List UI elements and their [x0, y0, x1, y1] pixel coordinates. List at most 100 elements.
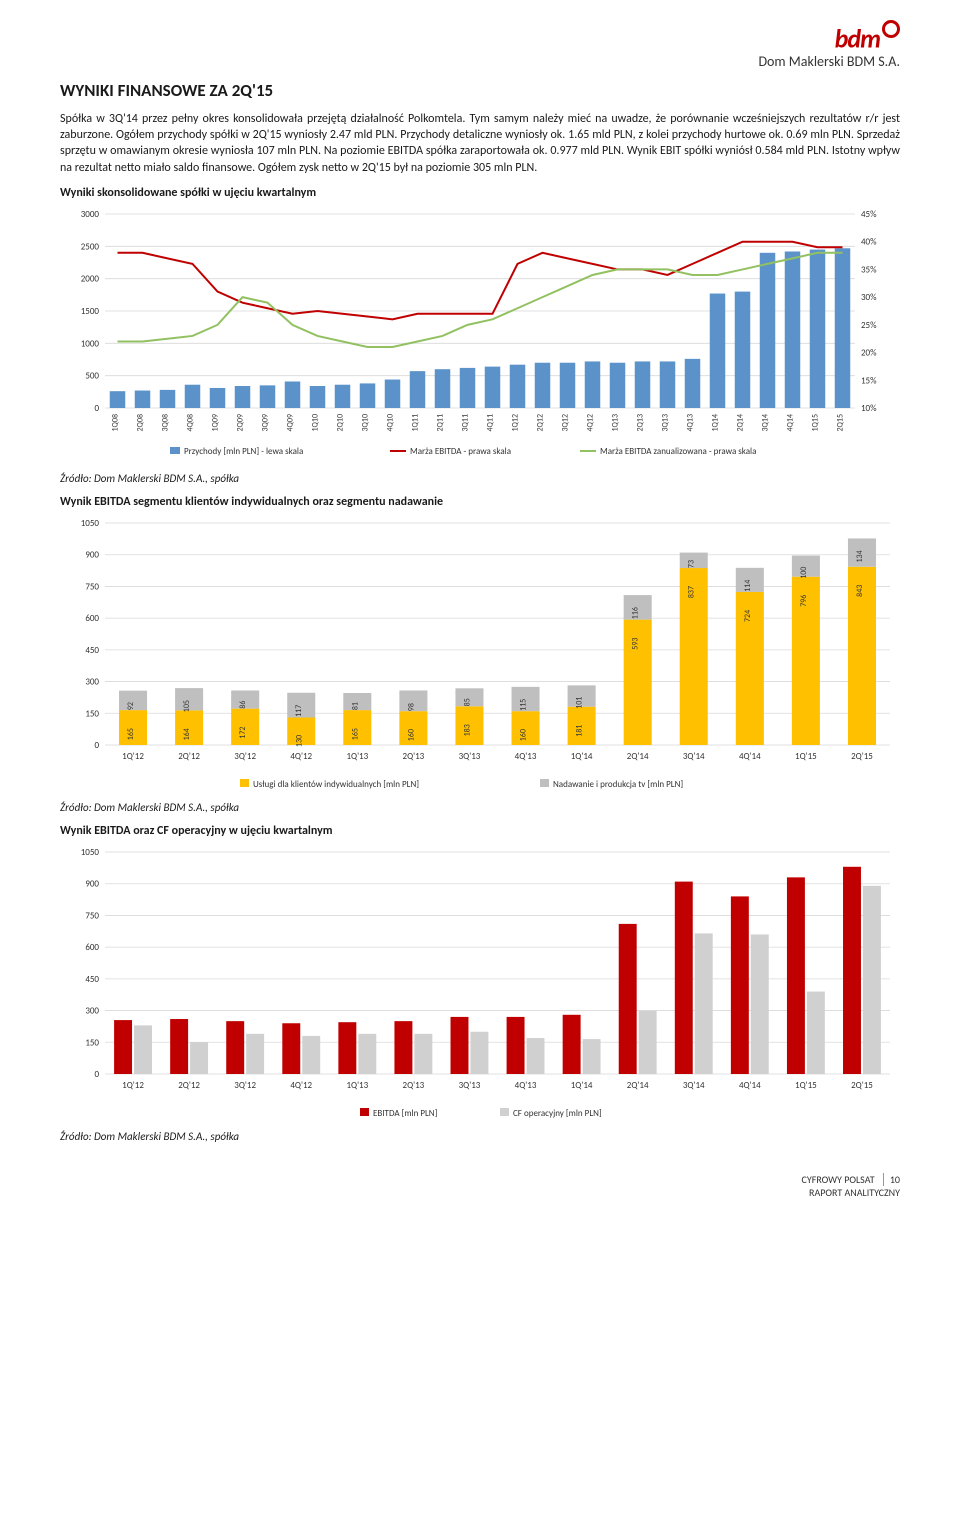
svg-text:4Q13: 4Q13: [686, 414, 696, 432]
svg-text:750: 750: [85, 910, 99, 921]
svg-text:0: 0: [94, 1069, 99, 1080]
svg-text:73: 73: [687, 560, 697, 568]
chart3-svg: 015030045060075090010501Q'122Q'123Q'124Q…: [60, 844, 900, 1124]
svg-text:4Q11: 4Q11: [486, 414, 496, 432]
svg-text:Przychody [mln PLN] - lewa ska: Przychody [mln PLN] - lewa skala: [184, 446, 303, 457]
svg-text:3Q08: 3Q08: [161, 414, 171, 432]
ring-icon: [882, 20, 900, 38]
svg-text:4Q'13: 4Q'13: [515, 751, 537, 762]
svg-text:2Q10: 2Q10: [336, 414, 346, 432]
svg-text:164: 164: [182, 728, 192, 740]
svg-text:114: 114: [743, 579, 753, 591]
svg-text:1Q12: 1Q12: [511, 414, 521, 432]
svg-text:4Q'14: 4Q'14: [739, 751, 761, 762]
svg-text:160: 160: [406, 729, 416, 741]
svg-text:2Q'15: 2Q'15: [851, 751, 873, 762]
svg-text:450: 450: [85, 645, 99, 656]
source-text-1: Źródło: Dom Maklerski BDM S.A., spółka: [60, 472, 900, 485]
chart2: 0150300450600750900105016592164105172861…: [60, 515, 900, 795]
svg-text:3Q'13: 3Q'13: [459, 751, 481, 762]
svg-text:900: 900: [85, 878, 99, 889]
svg-text:1Q'14: 1Q'14: [571, 751, 593, 762]
chart1-svg: 05001000150020002500300010%15%20%25%30%3…: [60, 206, 900, 466]
source-text-2: Źródło: Dom Maklerski BDM S.A., spółka: [60, 801, 900, 814]
svg-text:900: 900: [85, 549, 99, 560]
svg-text:2Q12: 2Q12: [536, 414, 546, 432]
chart2-title: Wynik EBITDA segmentu klientów indywidua…: [60, 495, 900, 509]
svg-text:2Q'12: 2Q'12: [178, 751, 200, 762]
chart1-title: Wyniki skonsolidowane spółki w ujęciu kw…: [60, 186, 900, 200]
svg-text:1Q'12: 1Q'12: [122, 751, 144, 762]
svg-text:Marża EBITDA - prawa skala: Marża EBITDA - prawa skala: [410, 446, 511, 457]
svg-text:1Q11: 1Q11: [411, 414, 421, 432]
svg-text:4Q12: 4Q12: [586, 414, 596, 432]
svg-text:3Q09: 3Q09: [261, 414, 271, 432]
svg-text:4Q10: 4Q10: [386, 414, 396, 432]
svg-text:3Q'13: 3Q'13: [459, 1080, 481, 1091]
svg-text:2Q08: 2Q08: [136, 414, 146, 432]
chart2-svg: 0150300450600750900105016592164105172861…: [60, 515, 900, 795]
page-footer: CYFROWY POLSAT 10 RAPORT ANALITYCZNY: [60, 1173, 900, 1199]
svg-text:35%: 35%: [861, 264, 877, 275]
svg-text:1Q'14: 1Q'14: [571, 1080, 593, 1091]
svg-text:2Q'13: 2Q'13: [403, 751, 425, 762]
svg-text:3Q'12: 3Q'12: [234, 1080, 256, 1091]
svg-text:183: 183: [462, 724, 472, 736]
svg-text:134: 134: [855, 550, 865, 562]
svg-text:1Q09: 1Q09: [211, 414, 221, 432]
svg-text:1Q'13: 1Q'13: [346, 751, 368, 762]
svg-text:172: 172: [238, 726, 248, 738]
svg-text:4Q'12: 4Q'12: [290, 751, 312, 762]
svg-text:15%: 15%: [861, 375, 877, 386]
svg-text:837: 837: [687, 586, 697, 598]
body-paragraph: Spółka w 3Q'14 przez pełny okres konsoli…: [60, 111, 900, 176]
page-number: 10: [883, 1173, 900, 1186]
svg-text:3Q13: 3Q13: [661, 414, 671, 432]
svg-text:1Q08: 1Q08: [111, 414, 121, 432]
svg-text:92: 92: [126, 702, 136, 710]
svg-text:600: 600: [85, 942, 99, 953]
svg-text:CF operacyjny [mln PLN]: CF operacyjny [mln PLN]: [513, 1108, 602, 1119]
svg-text:2Q'13: 2Q'13: [403, 1080, 425, 1091]
chart3-title: Wynik EBITDA oraz CF operacyjny w ujęciu…: [60, 824, 900, 838]
svg-text:3Q10: 3Q10: [361, 414, 371, 432]
svg-text:160: 160: [519, 729, 529, 741]
svg-text:1500: 1500: [81, 306, 100, 317]
logo-subtitle: Dom Maklerski BDM S.A.: [758, 53, 900, 70]
svg-text:2Q'12: 2Q'12: [178, 1080, 200, 1091]
svg-text:4Q'12: 4Q'12: [290, 1080, 312, 1091]
svg-text:1Q15: 1Q15: [811, 414, 821, 432]
svg-text:4Q14: 4Q14: [786, 414, 796, 432]
svg-text:4Q08: 4Q08: [186, 414, 196, 432]
svg-text:2500: 2500: [81, 241, 100, 252]
chart1: 05001000150020002500300010%15%20%25%30%3…: [60, 206, 900, 466]
svg-text:0: 0: [94, 740, 99, 751]
svg-text:10%: 10%: [861, 403, 877, 414]
svg-text:2Q09: 2Q09: [236, 414, 246, 432]
chart3: 015030045060075090010501Q'122Q'123Q'124Q…: [60, 844, 900, 1124]
svg-text:1Q13: 1Q13: [611, 414, 621, 432]
svg-text:2Q15: 2Q15: [836, 414, 846, 432]
svg-text:600: 600: [85, 613, 99, 624]
svg-text:724: 724: [743, 610, 753, 622]
svg-text:300: 300: [85, 1005, 99, 1016]
svg-text:1050: 1050: [81, 847, 100, 858]
svg-text:100: 100: [799, 566, 809, 578]
svg-text:4Q'13: 4Q'13: [515, 1080, 537, 1091]
svg-text:86: 86: [238, 700, 248, 708]
footer-line2: RAPORT ANALITYCZNY: [809, 1186, 900, 1199]
svg-text:116: 116: [631, 607, 641, 619]
svg-text:1Q10: 1Q10: [311, 414, 321, 432]
svg-text:500: 500: [85, 370, 99, 381]
svg-text:EBITDA [mln PLN]: EBITDA [mln PLN]: [373, 1108, 438, 1119]
logo-text: bdm: [758, 20, 900, 55]
svg-text:101: 101: [575, 696, 585, 708]
svg-text:165: 165: [350, 728, 360, 740]
source-text-3: Źródło: Dom Maklerski BDM S.A., spółka: [60, 1130, 900, 1143]
svg-text:3Q'12: 3Q'12: [234, 751, 256, 762]
svg-text:1Q'15: 1Q'15: [795, 1080, 817, 1091]
svg-text:30%: 30%: [861, 292, 877, 303]
svg-text:3Q'14: 3Q'14: [683, 751, 705, 762]
svg-text:1000: 1000: [81, 338, 100, 349]
svg-text:2000: 2000: [81, 273, 100, 284]
